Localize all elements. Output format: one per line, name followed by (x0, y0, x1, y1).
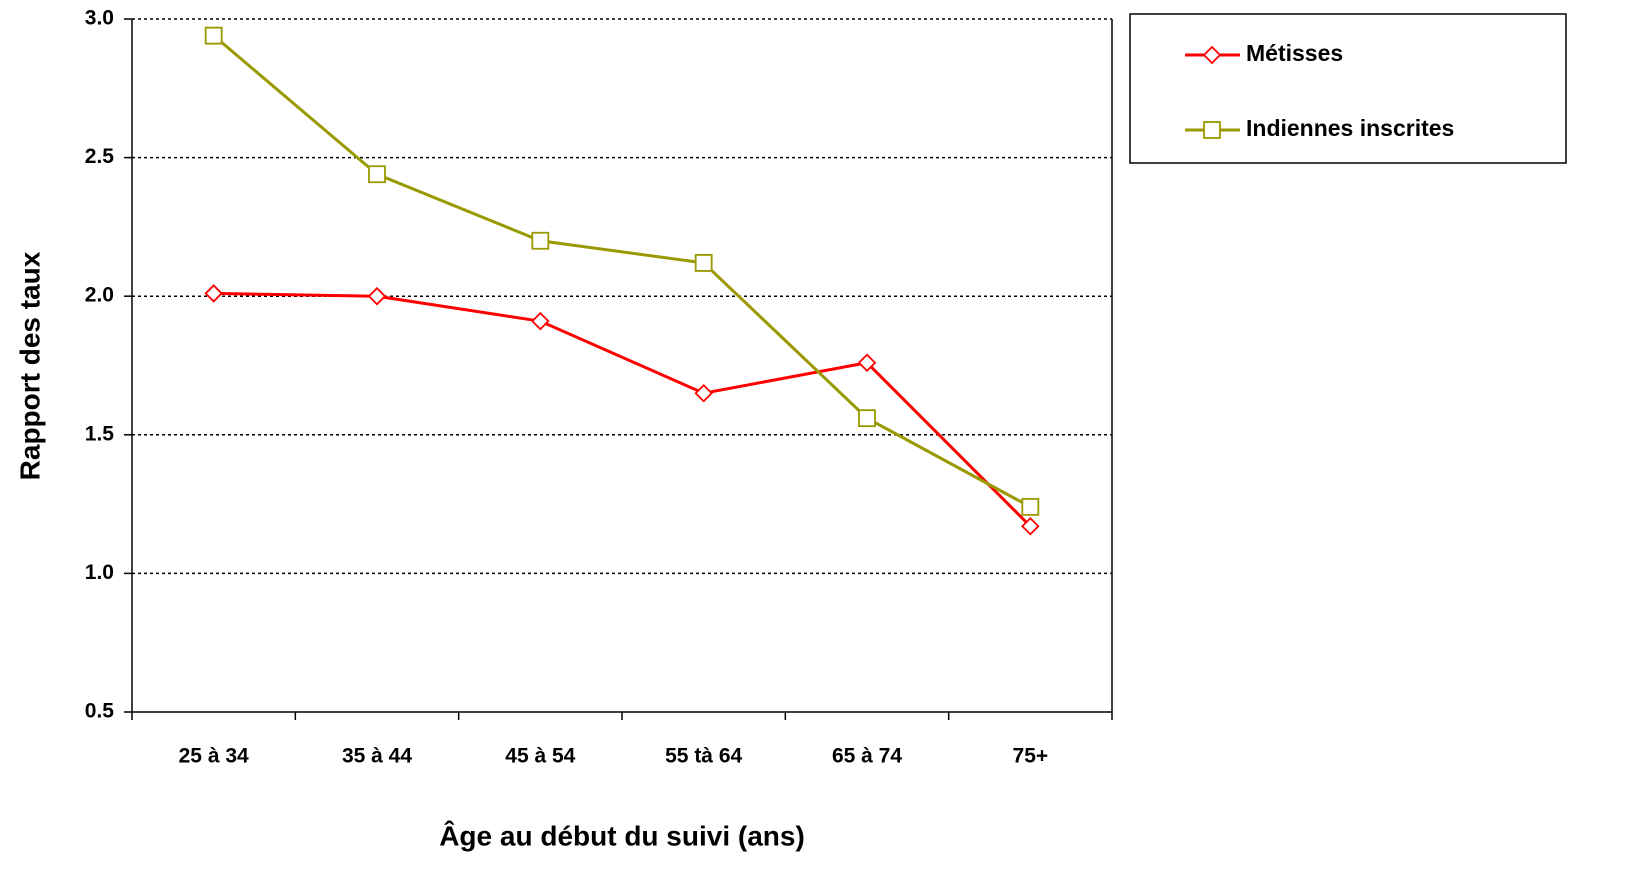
marker (367, 286, 387, 306)
legend-marker (1203, 121, 1221, 139)
marker (694, 254, 713, 272)
x-tick-label: 35 à 44 (342, 745, 412, 768)
marker (204, 26, 223, 45)
x-tick-label: 65 à 74 (832, 745, 902, 768)
legend-marker (1202, 45, 1222, 65)
legend-label: Indiennes inscrites (1246, 115, 1454, 141)
y-tick-label: 1.0 (85, 561, 114, 584)
x-tick-label: 25 à 34 (179, 745, 249, 768)
y-tick-label: 0.5 (85, 700, 115, 723)
marker (531, 231, 550, 250)
legend-box (1129, 13, 1567, 164)
marker (204, 284, 223, 303)
marker (858, 409, 876, 428)
marker (1021, 497, 1040, 516)
y-tick-label: 1.5 (85, 422, 115, 445)
x-tick-label: 75+ (1013, 745, 1049, 768)
legend-label: Métisses (1246, 40, 1343, 66)
marker (1021, 517, 1040, 536)
marker (694, 383, 713, 403)
y-tick-label: 2.5 (85, 145, 115, 168)
series-line (213, 291, 1032, 528)
x-tick-label: 55 tà 64 (665, 745, 742, 768)
marker (531, 311, 550, 331)
x-axis-title: Âge au début du suivi (ans) (439, 820, 805, 851)
y-tick-label: 2.0 (85, 284, 114, 307)
x-tick-label: 45 à 54 (505, 745, 575, 768)
marker (368, 165, 386, 184)
y-tick-label: 3.0 (85, 7, 114, 30)
series-line (212, 34, 1032, 509)
y-axis-title: Rapport des taux (14, 251, 45, 480)
marker (857, 353, 877, 373)
